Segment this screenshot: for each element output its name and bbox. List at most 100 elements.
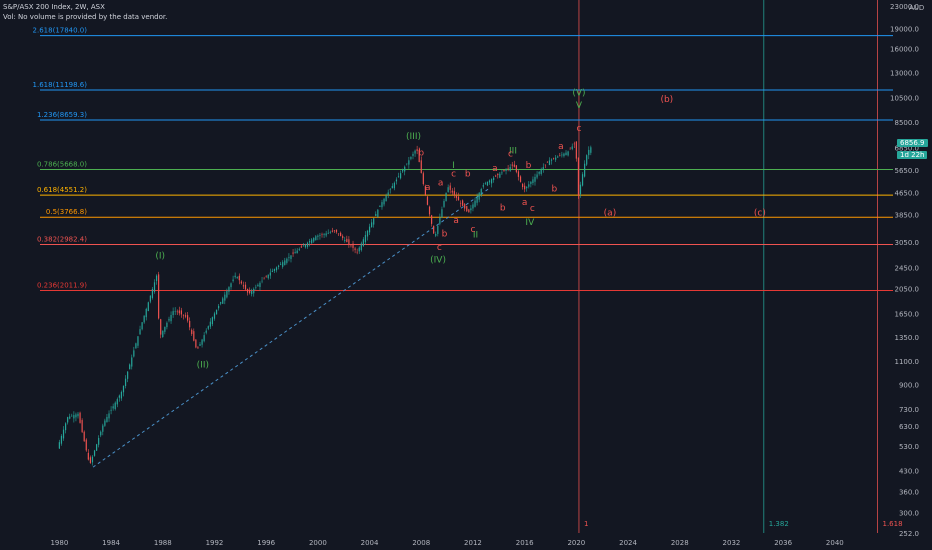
price-tick-label: 16000.0 [890,45,919,53]
candle-body [569,148,571,150]
wave-label: c [576,124,581,134]
candle-body [300,246,302,248]
candle-body [277,265,280,267]
candle-body [100,431,102,436]
candle-body [110,409,112,411]
candle-body [282,262,284,267]
candle-body [129,364,131,370]
time-fib-label: 1.382 [769,520,789,528]
time-axis: 1980 1984 1988 1992 1996 2000 2004 2008 2012 2016… [50,539,843,547]
candle-body [220,302,222,304]
price-tick-label: 8500.0 [895,119,920,127]
candle-body [131,357,133,367]
candle-body [79,412,81,423]
candle-body [64,423,67,431]
candle-body [158,274,160,319]
candle-body [135,343,137,349]
candle-body [486,181,489,186]
candle-body [244,284,247,290]
candle-body [579,184,582,195]
candle-body [137,336,139,346]
candle-body [174,310,176,312]
candle-body [311,239,313,244]
candle-body [505,169,507,172]
candle-body [482,185,484,187]
candle-body [397,176,400,177]
candle-body [149,295,151,302]
candle-body [408,160,410,165]
candle-body [426,196,429,205]
fib-level-label: 0.382(2982.4) [37,235,87,243]
candle-body [251,291,253,295]
fib-level-label: 1.236(8659.3) [37,111,87,119]
wave-label: (V) [572,88,585,98]
candle-body [354,248,356,250]
candle-body [474,200,476,207]
candle-body [96,444,98,451]
candle-body [85,439,87,451]
price-tick-label: 3050.0 [895,239,920,247]
candle-body [203,335,205,342]
candle-body [588,149,590,156]
candle-body [488,180,491,183]
time-fib-label: 1 [584,520,588,528]
candle-body [186,315,189,321]
candle-body [548,160,551,166]
time-tick-label: 1988 [154,539,172,547]
candle-body [257,284,259,287]
candle-body [298,248,300,250]
candle-body [189,320,191,328]
time-fib-label: 1.618 [882,520,902,528]
candle-body [106,417,108,423]
currency-label: AUD [909,4,925,12]
price-tick-label: 252.0 [899,530,919,538]
candle-body [439,217,441,224]
candle-body [201,339,203,345]
candle-body [495,175,497,177]
wave-label: a [558,142,564,152]
candle-body [335,229,338,233]
candle-body [536,174,538,178]
candle-body [590,147,592,153]
time-tick-label: 1992 [206,539,224,547]
candle-body [385,195,387,202]
wave-label: II [473,231,478,241]
fib-retracement-layer: 2.618(17840.0) 1.618(11198.6) 1.236(8659.3… [33,27,893,291]
candle-body [218,305,220,309]
candle-body [275,267,278,271]
candle-body [435,233,437,236]
candle-body [534,176,536,182]
candle-body [246,288,249,293]
wave-label: b [418,148,424,158]
candle-body [511,164,513,166]
candle-body [410,157,412,159]
candle-body [565,152,567,156]
price-tick-label: 6850.0 [895,144,920,152]
price-tick-label: 2050.0 [895,285,920,293]
time-tick-label: 1984 [102,539,120,547]
candle-body [453,191,455,196]
candle-body [457,196,460,201]
price-tick-label: 530.0 [899,443,919,451]
fib-level-label: 2.618(17840.0) [33,27,88,35]
wave-label: c [437,243,442,253]
candle-body [575,141,577,159]
candle-body [571,146,573,150]
candle-body [360,243,362,251]
candle-body [224,294,226,301]
candle-body [422,173,424,185]
candle-body [476,196,478,203]
wave-label: b [552,184,558,194]
time-tick-label: 2036 [774,539,792,547]
price-tick-label: 2450.0 [895,264,920,272]
candle-body [391,186,393,189]
time-tick-label: 2024 [619,539,637,547]
candle-body [433,225,435,234]
candle-body [327,232,329,234]
time-tick-label: 2004 [361,539,379,547]
candle-body [557,156,559,158]
price-tick-label: 900.0 [899,381,919,389]
candle-body [222,298,224,304]
candle-body [472,204,474,209]
